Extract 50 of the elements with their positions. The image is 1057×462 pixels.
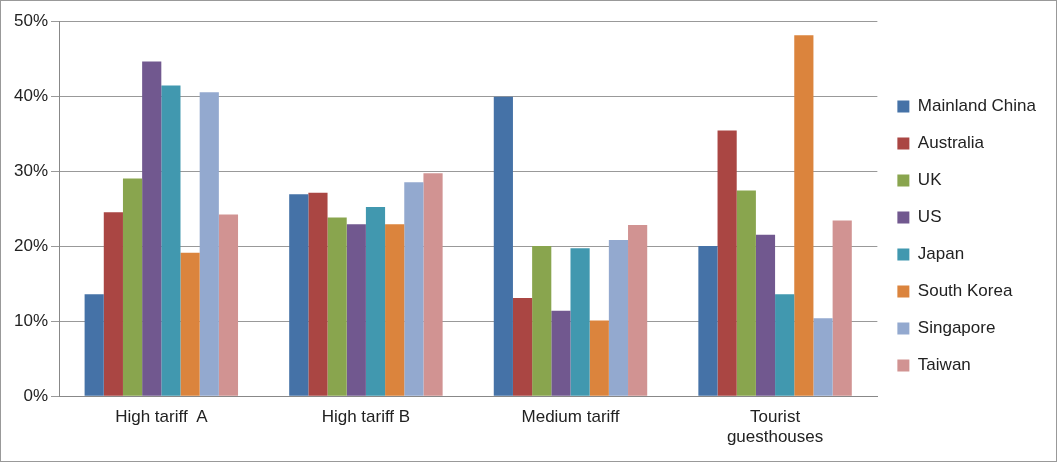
y-tick-label: 20% [13,235,49,255]
bar [404,182,424,396]
bar [551,310,571,396]
legend-label: Australia [917,133,985,153]
x-tick-label: Tourist guesthouses [726,407,824,447]
bar [698,246,718,396]
bar [142,61,162,396]
bar [794,35,814,396]
y-tick-label: 0% [23,385,49,405]
bar [308,192,328,396]
bar [289,194,309,396]
legend-label: Mainland China [917,96,1037,116]
bar [346,224,366,396]
legend-label: South Korea [917,281,1013,301]
bar [775,294,795,396]
bar [628,225,648,396]
y-tick-label: 30% [13,160,49,180]
bar [103,212,123,396]
bar [736,190,756,396]
bar [717,130,737,396]
bar [385,224,405,396]
legend-label: US [917,207,942,227]
bar [365,207,386,396]
legend-label: Singapore [917,318,996,338]
bar [423,173,443,396]
y-tick-label: 10% [13,310,49,330]
bar [608,240,629,396]
bar [512,297,533,396]
x-tick-label: High tariff B [321,407,411,427]
bar [218,214,239,396]
bar [832,220,852,396]
bar [122,178,143,396]
bar [493,96,513,396]
legend-label: UK [917,170,943,190]
legend-label: Japan [917,244,965,264]
bar [84,294,104,396]
y-tick-label: 40% [13,85,49,105]
bar [589,320,609,396]
x-tick-label: Medium tariff [521,407,620,427]
x-tick-label: High tariff A [115,407,209,427]
bar [327,217,347,396]
bar [532,246,552,396]
bar [161,85,181,396]
bar [755,234,776,396]
bar [570,248,590,396]
bar [180,252,200,396]
legend-label: Taiwan [917,355,971,375]
bar [813,318,833,396]
bar [199,92,219,396]
y-tick-label: 50% [13,10,49,30]
